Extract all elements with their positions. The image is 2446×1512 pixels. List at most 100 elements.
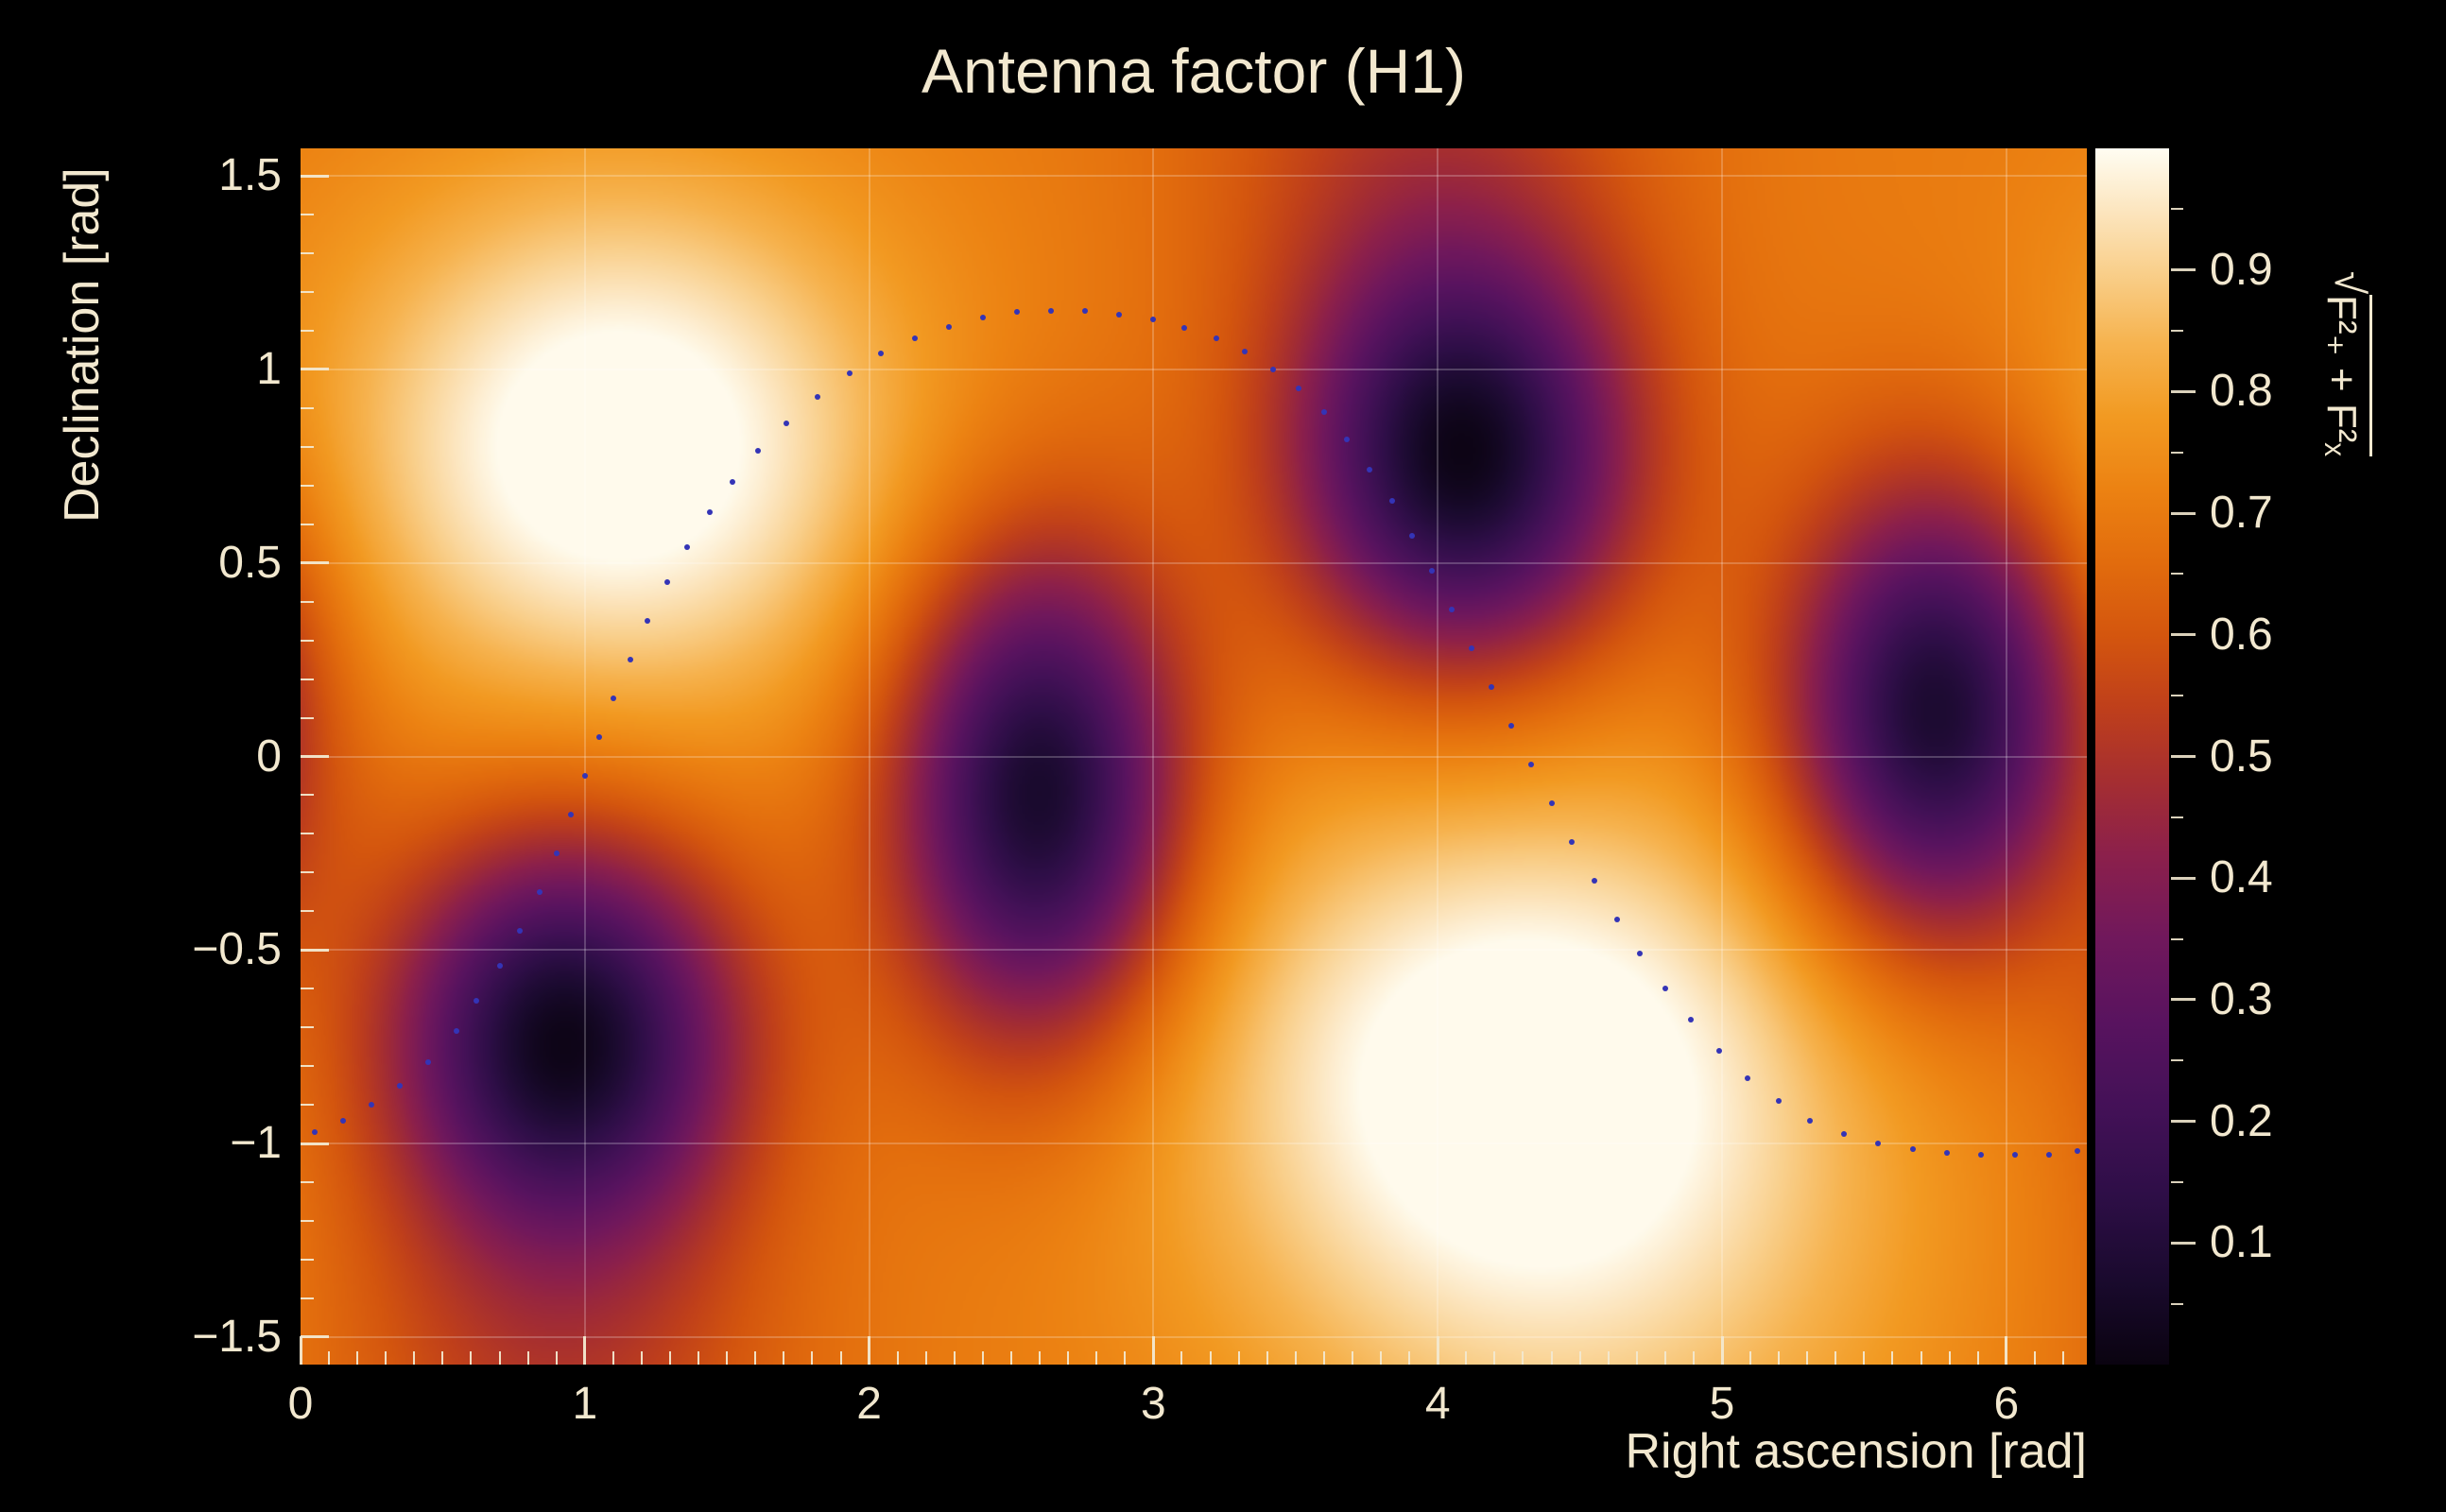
x-axis-tick-mark xyxy=(1237,1351,1240,1365)
y-axis-tick-mark xyxy=(301,871,314,874)
x-axis-tick-mark xyxy=(1550,1351,1553,1365)
x-axis-tick-mark xyxy=(413,1351,416,1365)
radical-sign-icon: √ xyxy=(2326,271,2372,295)
y-axis-tick-mark xyxy=(301,1220,314,1223)
track-dot xyxy=(945,323,952,330)
track-dot xyxy=(1807,1117,1814,1124)
track-dot xyxy=(1508,722,1515,729)
grid-line-vertical xyxy=(1437,148,1439,1365)
x-axis-tick-mark xyxy=(981,1351,984,1365)
colorbar-tick-label: 0.6 xyxy=(2210,609,2273,660)
colorbar-minor-tick-mark xyxy=(2171,208,2183,211)
track-dot xyxy=(1320,408,1327,415)
y-axis-tick-mark xyxy=(301,948,329,952)
y-axis-tick-mark xyxy=(301,329,314,332)
y-axis-tick-mark xyxy=(301,1104,314,1107)
track-dot xyxy=(536,888,543,895)
grid-line-horizontal xyxy=(301,949,2087,952)
y-axis-tick-mark xyxy=(301,290,314,293)
x-axis-tick-mark xyxy=(1806,1351,1809,1365)
track-dot xyxy=(1409,532,1416,539)
y-axis-tick-mark xyxy=(301,600,314,603)
x-axis-tick-mark xyxy=(811,1351,814,1365)
y-axis-tick-mark xyxy=(301,445,314,448)
track-dot xyxy=(340,1117,347,1124)
x-axis-tick-mark xyxy=(1180,1351,1183,1365)
x-axis-tick-mark xyxy=(1010,1351,1012,1365)
track-dot xyxy=(595,734,602,741)
track-dot xyxy=(312,1128,319,1135)
track-dot xyxy=(369,1102,375,1108)
track-dot xyxy=(1295,386,1301,392)
y-axis-tick-mark xyxy=(301,251,314,254)
colorbar-tick-mark xyxy=(2171,755,2196,758)
y-tick-label: −0.5 xyxy=(192,924,282,975)
track-dot xyxy=(1548,799,1555,806)
grid-line-vertical xyxy=(1152,148,1155,1365)
x-axis-tick-mark xyxy=(1039,1351,1042,1365)
y-axis-tick-mark xyxy=(301,484,314,487)
x-axis-tick-mark xyxy=(1891,1351,1894,1365)
track-dot xyxy=(1048,307,1055,314)
track-dot xyxy=(979,314,986,320)
x-axis-tick-mark xyxy=(1863,1351,1866,1365)
x-axis-tick-mark xyxy=(1408,1351,1411,1365)
x-axis-tick-mark xyxy=(1493,1351,1496,1365)
x-axis-tick-mark xyxy=(1209,1351,1212,1365)
plot-overlay xyxy=(299,148,2087,1365)
colorbar-tick-label: 0.7 xyxy=(2210,488,2273,539)
y-axis-tick-mark xyxy=(301,174,329,178)
x-tick-label: 5 xyxy=(1709,1379,1735,1429)
x-axis-tick-mark xyxy=(698,1351,700,1365)
track-dot xyxy=(664,579,671,586)
x-axis-tick-mark xyxy=(783,1351,785,1365)
colorbar-title: √ F²₊ + F²ₓ xyxy=(2312,142,2372,586)
x-axis-tick-mark xyxy=(299,1336,302,1365)
y-axis-tick-mark xyxy=(301,833,314,835)
track-dot xyxy=(1528,761,1535,767)
y-axis-tick-mark xyxy=(301,678,314,680)
y-axis-tick-mark xyxy=(301,523,314,525)
colorbar-minor-tick-mark xyxy=(2171,816,2183,818)
grid-line-horizontal xyxy=(301,368,2087,370)
plot-area xyxy=(299,148,2087,1365)
y-axis-tick-mark xyxy=(301,639,314,642)
colorbar-tick-mark xyxy=(2171,633,2196,637)
track-dot xyxy=(2075,1148,2080,1155)
x-axis-tick-mark xyxy=(612,1351,614,1365)
colorbar-tick-mark xyxy=(2171,1120,2196,1124)
track-dot xyxy=(1241,349,1248,355)
track-dot xyxy=(627,657,633,663)
x-axis-tick-mark xyxy=(385,1351,388,1365)
y-tick-label: 1 xyxy=(256,343,282,394)
y-tick-label: −1 xyxy=(230,1118,282,1169)
colorbar-tick-mark xyxy=(2171,389,2196,393)
x-axis-tick-mark xyxy=(1380,1351,1383,1365)
x-axis-tick-mark xyxy=(441,1351,444,1365)
x-axis-tick-mark xyxy=(1749,1351,1752,1365)
track-dot xyxy=(1213,335,1219,342)
x-axis-tick-mark xyxy=(868,1336,871,1365)
x-axis-tick-mark xyxy=(1578,1351,1581,1365)
track-dot xyxy=(707,509,714,516)
track-dot xyxy=(911,335,918,342)
x-axis-tick-mark xyxy=(356,1351,359,1365)
x-axis-tick-mark xyxy=(1067,1351,1070,1365)
y-tick-label: 0.5 xyxy=(218,537,282,588)
colorbar-minor-tick-mark xyxy=(2171,1180,2183,1183)
grid-line-vertical xyxy=(868,148,870,1365)
colorbar-tick-mark xyxy=(2171,1241,2196,1245)
track-dot xyxy=(1469,644,1475,651)
track-dot xyxy=(684,544,691,551)
y-axis-tick-mark xyxy=(301,368,329,371)
colorbar-tick-label: 0.9 xyxy=(2210,244,2273,295)
x-axis-tick-mark xyxy=(1095,1351,1098,1365)
y-axis-tick-mark xyxy=(301,406,314,409)
track-dot xyxy=(553,850,560,856)
grid-line-vertical xyxy=(2005,148,2007,1365)
x-tick-label: 0 xyxy=(287,1379,314,1429)
x-axis-tick-mark xyxy=(1663,1351,1666,1365)
x-axis-tick-mark xyxy=(1322,1351,1325,1365)
x-axis-tick-mark xyxy=(1294,1351,1297,1365)
track-dot xyxy=(1943,1150,1950,1157)
